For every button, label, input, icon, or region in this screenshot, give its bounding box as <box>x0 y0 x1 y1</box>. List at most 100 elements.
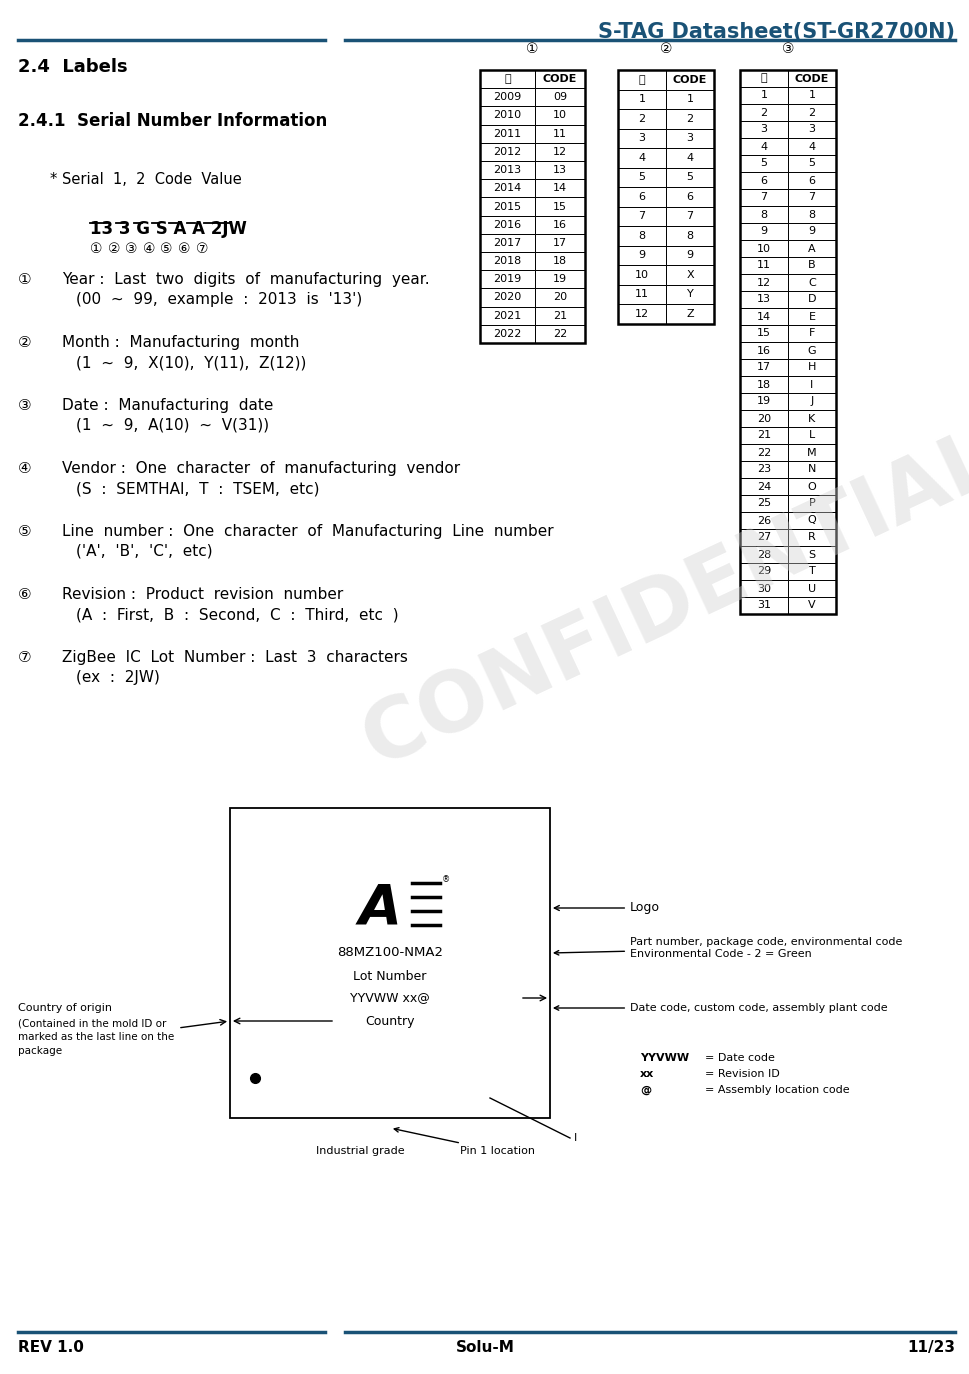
Bar <box>739 376 787 393</box>
Text: xx: xx <box>640 1069 653 1079</box>
Bar <box>739 326 787 342</box>
Bar <box>480 70 584 344</box>
Text: 21: 21 <box>552 311 567 320</box>
Bar <box>666 148 713 168</box>
Bar <box>617 304 666 323</box>
Text: A: A <box>359 881 401 934</box>
Text: 30: 30 <box>756 584 770 594</box>
Text: (A  :  First,  B  :  Second,  C  :  Third,  etc  ): (A : First, B : Second, C : Third, etc ) <box>76 607 398 622</box>
Text: 29: 29 <box>756 566 770 577</box>
Text: Logo: Logo <box>553 901 659 915</box>
Bar <box>666 284 713 304</box>
Text: 15: 15 <box>756 328 770 338</box>
Text: R: R <box>807 533 815 543</box>
Text: 5: 5 <box>808 158 815 169</box>
Text: B: B <box>807 261 815 271</box>
Bar <box>617 129 666 148</box>
Bar <box>739 87 787 104</box>
Text: * Serial  1,  2  Code  Value: * Serial 1, 2 Code Value <box>50 172 241 187</box>
Text: M: M <box>806 448 816 458</box>
Text: Solu-M: Solu-M <box>455 1340 514 1355</box>
Text: K: K <box>807 414 815 423</box>
Bar <box>617 89 666 109</box>
Text: 1: 1 <box>638 95 644 104</box>
Text: 2015: 2015 <box>493 202 521 212</box>
Text: (1  ~  9,  A(10)  ~  V(31)): (1 ~ 9, A(10) ~ V(31)) <box>76 418 268 433</box>
Text: U: U <box>807 584 815 594</box>
Text: P: P <box>808 499 815 508</box>
Text: 2.4.1  Serial Number Information: 2.4.1 Serial Number Information <box>18 113 327 131</box>
Bar <box>535 271 584 289</box>
Text: H: H <box>807 363 815 372</box>
Text: @: @ <box>640 1085 650 1095</box>
Bar <box>739 596 787 614</box>
Text: 2014: 2014 <box>493 183 521 194</box>
Bar <box>739 580 787 596</box>
Bar <box>739 257 787 273</box>
Bar <box>787 172 835 190</box>
Bar <box>787 563 835 580</box>
Text: 3: 3 <box>686 133 693 143</box>
Bar <box>739 121 787 137</box>
Text: 17: 17 <box>756 363 770 372</box>
Text: (ex  :  2JW): (ex : 2JW) <box>76 671 160 686</box>
Bar <box>787 409 835 427</box>
Text: 21: 21 <box>756 430 770 441</box>
Text: 18: 18 <box>756 379 770 389</box>
Bar <box>666 246 713 265</box>
Text: 2022: 2022 <box>493 328 521 339</box>
Bar <box>739 137 787 155</box>
Text: 2012: 2012 <box>493 147 521 157</box>
Bar <box>617 206 666 225</box>
Bar <box>739 223 787 240</box>
Bar <box>480 251 535 271</box>
Text: 2: 2 <box>760 107 766 118</box>
Text: ⑤: ⑤ <box>160 242 172 256</box>
Bar <box>617 70 666 89</box>
Text: 17: 17 <box>552 238 567 247</box>
Text: 9: 9 <box>686 250 693 260</box>
Text: Year :  Last  two  digits  of  manufacturing  year.: Year : Last two digits of manufacturing … <box>62 272 429 287</box>
Bar <box>666 206 713 225</box>
Bar <box>739 545 787 563</box>
Bar <box>617 187 666 206</box>
Bar <box>739 206 787 223</box>
Text: 5: 5 <box>638 172 644 183</box>
Bar <box>617 246 666 265</box>
Text: Date :  Manufacturing  date: Date : Manufacturing date <box>62 398 273 414</box>
Bar <box>787 478 835 495</box>
Text: (1  ~  9,  X(10),  Y(11),  Z(12)): (1 ~ 9, X(10), Y(11), Z(12)) <box>76 354 306 370</box>
Bar <box>739 104 787 121</box>
Text: D: D <box>807 294 815 305</box>
Text: 7: 7 <box>807 192 815 202</box>
Bar <box>787 495 835 513</box>
Bar <box>787 596 835 614</box>
Text: ⑥: ⑥ <box>178 242 190 256</box>
Text: 9: 9 <box>807 227 815 236</box>
Bar <box>787 137 835 155</box>
Bar <box>787 206 835 223</box>
Bar <box>739 359 787 376</box>
Bar <box>480 234 535 251</box>
Bar <box>480 143 535 161</box>
Bar <box>739 240 787 257</box>
Text: 22: 22 <box>552 328 567 339</box>
Text: Vendor :  One  character  of  manufacturing  vendor: Vendor : One character of manufacturing … <box>62 462 459 475</box>
Text: Q: Q <box>807 515 816 525</box>
Text: 19: 19 <box>552 275 567 284</box>
Bar <box>535 324 584 344</box>
Bar <box>535 143 584 161</box>
Bar <box>787 273 835 291</box>
Text: Z: Z <box>685 309 693 319</box>
Bar <box>535 289 584 306</box>
Text: 28: 28 <box>756 550 770 559</box>
Text: ⑥: ⑥ <box>18 587 32 602</box>
Text: 16: 16 <box>552 220 567 229</box>
Text: ①: ① <box>526 43 538 56</box>
Bar <box>617 284 666 304</box>
Bar <box>739 172 787 190</box>
Text: A: A <box>807 243 815 253</box>
Text: ⑦: ⑦ <box>196 242 208 256</box>
Text: 4: 4 <box>807 142 815 151</box>
Text: 6: 6 <box>808 176 815 185</box>
